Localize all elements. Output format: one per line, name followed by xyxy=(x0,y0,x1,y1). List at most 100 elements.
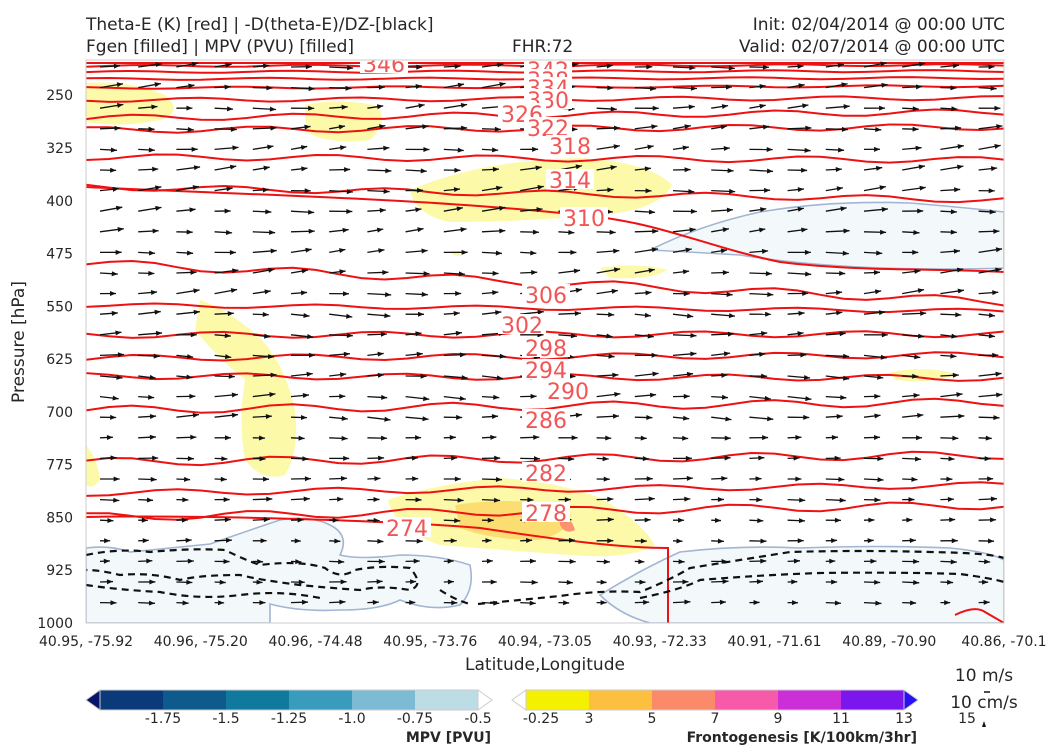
wind-vector xyxy=(290,312,310,318)
wind-vector xyxy=(978,247,1003,254)
wind-vector xyxy=(902,229,920,235)
wind-vector xyxy=(329,313,353,319)
wind-vector xyxy=(596,187,614,193)
wind-vector xyxy=(711,558,728,564)
wind-vector xyxy=(863,126,882,132)
wind-vector xyxy=(176,165,201,171)
wind-vector xyxy=(443,227,467,233)
wind-vector xyxy=(711,227,730,233)
x-tick-label: 40.96, -75.20 xyxy=(154,634,248,650)
mpv-colorbar-label: MPV [PVU] xyxy=(406,730,491,746)
wind-vector xyxy=(329,124,346,130)
wind-vector xyxy=(214,126,237,132)
wind-vector xyxy=(405,227,424,233)
y-tick-label: 850 xyxy=(46,510,73,526)
wind-vector xyxy=(825,434,838,440)
wind-vector xyxy=(863,579,881,585)
colorbar-tick-label: -0.25 xyxy=(523,711,559,727)
wind-vector xyxy=(825,310,843,316)
wind-vector xyxy=(176,434,197,440)
wind-vector xyxy=(138,250,156,256)
wind-vector xyxy=(367,269,389,275)
wind-vector xyxy=(252,267,275,274)
wind-vector xyxy=(749,227,766,233)
wind-vector xyxy=(138,394,155,400)
x-tick-label: 40.91, -71.61 xyxy=(727,634,821,650)
wind-vector xyxy=(290,247,312,254)
wind-vector xyxy=(176,269,197,275)
wind-vector xyxy=(749,435,769,441)
wind-vector xyxy=(481,353,506,359)
wind-vector xyxy=(902,413,924,419)
y-tick-label: 325 xyxy=(46,141,73,157)
wind-vector xyxy=(99,558,110,564)
wind-vector xyxy=(367,372,384,378)
colorbar-tick-label: -1.0 xyxy=(338,711,365,727)
wind-vector xyxy=(176,374,193,380)
wind-vector xyxy=(634,371,659,377)
theta-e-label: 294 xyxy=(522,359,570,384)
wind-vector xyxy=(252,289,271,295)
wind-vector xyxy=(672,538,683,544)
wind-vector xyxy=(863,207,888,212)
wind-vector xyxy=(99,395,119,401)
wind-vector xyxy=(290,352,315,358)
wind-vector xyxy=(252,63,270,69)
wind-vector xyxy=(99,538,111,544)
wind-vector xyxy=(329,415,348,421)
wind-vector xyxy=(902,456,922,462)
wind-vector xyxy=(596,353,615,359)
wind-vector xyxy=(252,106,276,112)
wind-vector xyxy=(443,82,465,89)
wind-vector xyxy=(367,351,384,357)
wind-vector xyxy=(367,145,390,151)
wind-vector xyxy=(825,600,841,606)
wind-vector xyxy=(863,456,884,462)
wind-vector xyxy=(176,600,189,606)
wind-vector xyxy=(672,455,692,461)
y-tick-label: 1000 xyxy=(37,616,73,632)
colorbar-swatch xyxy=(163,690,227,710)
theta-e-contour xyxy=(86,302,1004,314)
wind-vector xyxy=(711,435,731,441)
wind-vector xyxy=(481,81,506,89)
wind-vector xyxy=(596,391,621,398)
wind-vector xyxy=(329,227,349,233)
wind-vector xyxy=(520,184,544,192)
wind-vector xyxy=(940,187,961,193)
wind-vector xyxy=(902,497,915,503)
wind-vector xyxy=(558,310,581,316)
colorbar-extend-right xyxy=(477,689,493,711)
wind-vector xyxy=(443,63,461,69)
wind-vector xyxy=(176,185,200,192)
wind-vector xyxy=(138,538,149,544)
wind-vector xyxy=(940,144,964,151)
wind-vector xyxy=(99,63,121,69)
colorbar-extend-right xyxy=(903,689,919,711)
wind-vector xyxy=(558,229,575,235)
wind-vector xyxy=(558,435,578,441)
colorbar-tick-label: -1.5 xyxy=(212,711,239,727)
wind-vector xyxy=(749,124,770,130)
wind-vector xyxy=(902,61,926,68)
wind-vector xyxy=(787,271,812,277)
svg-text:310: 310 xyxy=(563,207,605,232)
wind-vector xyxy=(252,165,270,171)
wind-vector xyxy=(138,82,161,89)
wind-vector xyxy=(443,102,468,109)
wind-vector xyxy=(940,248,960,254)
wind-vector xyxy=(596,559,610,565)
colorbar-tick-label: 7 xyxy=(711,711,720,727)
wind-vector xyxy=(978,267,1002,274)
wind-vector xyxy=(978,166,998,172)
wind-vector xyxy=(902,84,923,90)
wind-vector xyxy=(787,103,809,109)
wind-vector xyxy=(863,289,882,295)
wind-vector xyxy=(787,290,809,296)
wind-vector xyxy=(711,270,729,276)
wind-vector xyxy=(863,434,881,440)
fgen-fill xyxy=(86,82,174,125)
wind-vector xyxy=(99,186,119,192)
wind-vector xyxy=(863,105,886,111)
wind-vector xyxy=(825,353,850,359)
